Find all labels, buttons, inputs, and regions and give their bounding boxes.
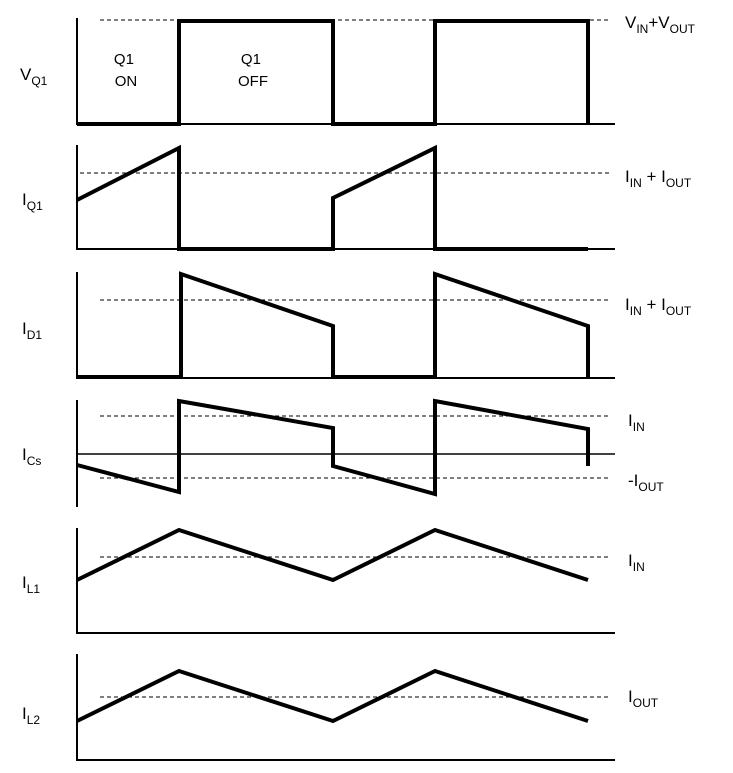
id1-waveform <box>77 271 590 379</box>
id1-label: ID1 <box>22 319 42 342</box>
il2-label: IL2 <box>22 704 40 727</box>
iq1-ref-label: IIN + IOUT <box>625 167 692 190</box>
id1-ref-label: IIN + IOUT <box>625 295 692 318</box>
panel-vq1: VQ1 VIN+VOUT Q1 ON Q1 OFF <box>20 13 696 126</box>
il2-ref-label: IOUT <box>628 687 659 710</box>
panel-iq1: IQ1 IIN + IOUT <box>22 144 692 251</box>
vq1-axis <box>76 18 615 125</box>
il1-axis <box>76 528 615 634</box>
ics-ref-label-iin: IIN <box>628 411 645 434</box>
panel-il2: IL2 IOUT <box>22 654 659 761</box>
annotation-q1-off: Q1 OFF <box>238 51 268 90</box>
ics-ref-label-iout: -IOUT <box>628 471 664 494</box>
il2-axis <box>76 654 615 761</box>
vq1-ref-label: VIN+VOUT <box>625 13 696 36</box>
vq1-label-main: V <box>20 65 32 84</box>
panel-id1: ID1 IIN + IOUT <box>22 271 692 379</box>
il1-label: IL1 <box>22 573 40 596</box>
il1-ref-label: IIN <box>628 551 645 574</box>
id1-axis <box>76 272 615 379</box>
il2-waveform <box>76 668 589 724</box>
ics-label: ICs <box>22 445 41 468</box>
panel-il1: IL1 IIN <box>22 527 645 634</box>
iq1-waveform <box>76 144 588 251</box>
ics-waveform <box>76 398 590 497</box>
iq1-label: IQ1 <box>22 190 43 213</box>
vq1-waveform <box>77 19 590 126</box>
vq1-label: VQ1 <box>20 65 48 88</box>
panel-ics: ICs IIN -IOUT <box>22 398 664 507</box>
il1-waveform <box>76 527 589 583</box>
annotation-q1-on: Q1 ON <box>114 51 138 90</box>
vq1-label-sub: Q1 <box>31 74 47 88</box>
